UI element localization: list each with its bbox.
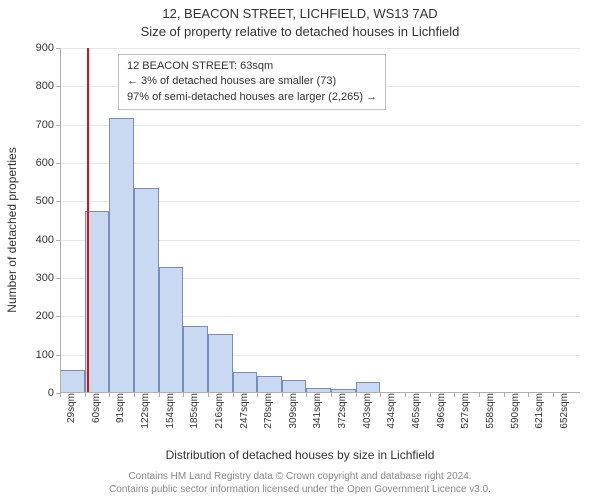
- x-tick-label: 60sqm: [85, 393, 102, 423]
- x-tick-label: 278sqm: [257, 393, 274, 429]
- histogram-bar: [233, 372, 258, 393]
- legend-line-3: 97% of semi-detached houses are larger (…: [127, 90, 377, 105]
- y-tick-label: 600: [36, 157, 60, 169]
- x-tick-label: 403sqm: [356, 393, 373, 429]
- histogram-bar: [159, 267, 184, 394]
- y-tick-label: 200: [36, 310, 60, 322]
- x-tick-label: 309sqm: [282, 393, 299, 429]
- histogram-bar: [257, 376, 282, 393]
- x-tick-label: 590sqm: [504, 393, 521, 429]
- x-tick-label: 247sqm: [233, 393, 250, 429]
- grid-line: [60, 48, 580, 49]
- title-address: 12, BEACON STREET, LICHFIELD, WS13 7AD: [0, 6, 600, 21]
- y-tick-label: 800: [36, 80, 60, 92]
- legend-line-2: ← 3% of detached houses are smaller (73): [127, 74, 377, 89]
- histogram-bar: [109, 118, 134, 393]
- histogram-bar: [183, 326, 208, 393]
- title-subtitle: Size of property relative to detached ho…: [0, 24, 600, 39]
- histogram-bar: [282, 380, 307, 393]
- plot-area: 010020030040050060070080090029sqm60sqm91…: [60, 48, 580, 393]
- legend-line-1: 12 BEACON STREET: 63sqm: [127, 59, 377, 74]
- x-axis-label: Distribution of detached houses by size …: [0, 448, 600, 462]
- y-axis-line: [60, 48, 61, 393]
- x-tick-label: 558sqm: [479, 393, 496, 429]
- footer-line-2: Contains public sector information licen…: [0, 484, 600, 497]
- attribution-footer: Contains HM Land Registry data © Crown c…: [0, 471, 600, 496]
- x-tick-label: 91sqm: [109, 393, 126, 423]
- x-tick-label: 216sqm: [208, 393, 225, 429]
- legend-box: 12 BEACON STREET: 63sqm ← 3% of detached…: [118, 54, 386, 110]
- x-tick-label: 372sqm: [331, 393, 348, 429]
- x-tick-label: 29sqm: [60, 393, 77, 423]
- x-tick-label: 621sqm: [528, 393, 545, 429]
- x-axis-line: [60, 392, 580, 393]
- x-tick-label: 122sqm: [134, 393, 151, 429]
- y-tick-label: 900: [36, 42, 60, 54]
- histogram-bar: [134, 188, 159, 393]
- grid-line: [60, 163, 580, 164]
- x-tick-label: 185sqm: [183, 393, 200, 429]
- x-tick-label: 154sqm: [159, 393, 176, 429]
- y-tick-label: 300: [36, 272, 60, 284]
- x-tick-label: 496sqm: [430, 393, 447, 429]
- chart-container: 12, BEACON STREET, LICHFIELD, WS13 7AD S…: [0, 0, 600, 500]
- y-tick-label: 0: [48, 387, 60, 399]
- histogram-bar: [208, 334, 233, 393]
- grid-line: [60, 125, 580, 126]
- y-tick-label: 700: [36, 119, 60, 131]
- x-tick-label: 341sqm: [306, 393, 323, 429]
- x-tick-label: 652sqm: [553, 393, 570, 429]
- x-tick-label: 465sqm: [405, 393, 422, 429]
- y-axis-label: Number of detached properties: [5, 147, 19, 312]
- y-tick-label: 400: [36, 234, 60, 246]
- footer-line-1: Contains HM Land Registry data © Crown c…: [0, 471, 600, 484]
- x-tick-label: 527sqm: [454, 393, 471, 429]
- histogram-bar: [60, 370, 85, 393]
- property-marker-line: [87, 48, 89, 393]
- y-tick-label: 100: [36, 349, 60, 361]
- y-tick-label: 500: [36, 195, 60, 207]
- x-tick-label: 434sqm: [380, 393, 397, 429]
